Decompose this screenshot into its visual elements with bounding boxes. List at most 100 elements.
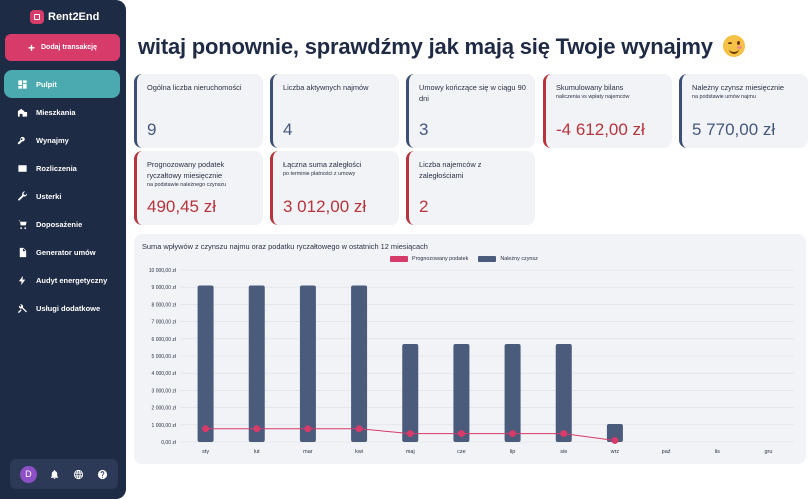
tax-point-maj[interactable] (406, 430, 414, 438)
stat-card-value: 2 (419, 197, 429, 216)
stat-card: Umowy kończące się w ciągu 90 dni 3 (406, 74, 535, 148)
dashboard-icon (16, 78, 28, 90)
stat-card-value: 4 (283, 120, 293, 139)
app-name: Rent2End (48, 11, 100, 23)
x-tick-label: kwi (355, 449, 363, 455)
plus-icon: + (27, 40, 35, 55)
key-icon (16, 134, 28, 146)
sidebar-item-doposażenie[interactable]: Doposażenie (4, 210, 120, 238)
bar-rent-kwi[interactable] (351, 285, 368, 442)
sidebar-item-mieszkania[interactable]: Mieszkania (4, 98, 120, 126)
legend-label-rent: Należny czynsz (500, 256, 538, 262)
chart-title: Suma wpływów z czynszu najmu oraz podatk… (142, 242, 428, 251)
document-icon (16, 246, 28, 258)
stat-card-title: Łączna suma zaległości (283, 160, 362, 169)
x-tick-label: mar (303, 449, 313, 455)
x-tick-label: paź (662, 449, 671, 455)
wrench-icon (16, 190, 28, 202)
tax-point-lip[interactable] (509, 430, 517, 438)
bar-rent-maj[interactable] (402, 343, 419, 442)
help-icon[interactable] (96, 468, 108, 480)
sidebar-item-wynajmy[interactable]: Wynajmy (4, 126, 120, 154)
y-tick-label: 1 000,00 zł (152, 423, 177, 429)
stat-card-title: Należny czynsz miesięcznie (692, 83, 785, 92)
bar-rent-lut[interactable] (248, 285, 265, 442)
avatar[interactable]: D (19, 465, 37, 483)
x-tick-label: lis (715, 449, 720, 455)
add-transaction-button[interactable]: + Dodaj transakcję (5, 34, 120, 61)
sidebar-item-usługi-dodatkowe[interactable]: Usługi dodatkowe (4, 294, 120, 322)
tax-point-wrz[interactable] (611, 436, 619, 444)
sidebar-item-audyt-energetyczny[interactable]: Audyt energetyczny (4, 266, 120, 294)
sidebar-item-generator-umów[interactable]: Generator umów (4, 238, 120, 266)
stat-card-subtitle: po terminie płatności z umowy (283, 171, 356, 177)
tax-point-mar[interactable] (304, 425, 312, 433)
bolt-icon (16, 274, 28, 286)
bar-rent-lip[interactable] (504, 343, 521, 442)
bar-rent-mar[interactable] (299, 285, 316, 442)
stat-card-value: 3 012,00 zł (283, 197, 367, 216)
bar-rent-cze[interactable] (453, 343, 470, 442)
stat-card: Skumulowany bilans naliczenia vs wpłaty n… (543, 74, 672, 148)
add-transaction-label: Dodaj transakcję (40, 44, 98, 51)
wallet-icon (16, 162, 28, 174)
stat-card-title: Liczba aktywnych najmów (283, 83, 369, 92)
sidebar-item-label: Generator umów (36, 247, 96, 257)
sidebar-item-label: Pulpit (36, 79, 57, 89)
stat-card-value: -4 612,00 zł (556, 120, 645, 139)
tax-point-sie[interactable] (560, 430, 568, 438)
income-chart: Suma wpływów z czynszu najmu oraz podatk… (134, 234, 806, 464)
y-tick-label: 3 000,00 zł (152, 388, 177, 394)
apartment-icon (16, 106, 28, 118)
legend-label-tax: Prognozowany podatek (412, 256, 469, 262)
stat-card-value: 5 770,00 zł (692, 120, 776, 139)
stat-card-subtitle: na podstawie umów najmu (692, 94, 756, 100)
x-tick-label: lut (254, 449, 260, 455)
sidebar-item-usterki[interactable]: Usterki (4, 182, 120, 210)
legend-item-rent[interactable]: Należny czynsz (478, 256, 538, 262)
tax-point-cze[interactable] (457, 430, 465, 438)
stat-card: Liczba aktywnych najmów 4 (270, 74, 399, 148)
y-tick-label: 9 000,00 zł (152, 285, 177, 291)
y-tick-label: 6 000,00 zł (152, 337, 177, 343)
legend-item-tax[interactable]: Prognozowany podatek (390, 256, 468, 262)
stat-card-title: Umowy kończące się w ciągu 90 dni (419, 83, 526, 103)
sidebar-footer: D (10, 459, 118, 489)
x-tick-label: maj (406, 449, 415, 455)
chart-plot: 0,00 zł 1 000,00 zł 2 000,00 zł 3 000,00 zł… (149, 268, 794, 455)
x-tick-label: sty (202, 449, 209, 455)
bell-icon[interactable] (49, 468, 61, 480)
app-logo[interactable]: Rent2End (30, 10, 99, 24)
stat-card-value: 490,45 zł (147, 197, 216, 216)
stat-card: Ogólna liczba nieruchomości 9 (134, 74, 263, 148)
bar-rent-sie[interactable] (555, 343, 572, 442)
tax-point-lut[interactable] (253, 425, 261, 433)
tax-point-kwi[interactable] (355, 425, 363, 433)
globe-icon[interactable] (72, 468, 84, 480)
stat-card-title: Skumulowany bilans (556, 83, 624, 92)
y-tick-label: 7 000,00 zł (152, 320, 177, 326)
stat-card: Prognozowany podatek ryczałtowy miesięcz… (134, 151, 263, 225)
x-tick-label: lip (510, 449, 516, 455)
sidebar-item-rozliczenia[interactable]: Rozliczenia (4, 154, 120, 182)
sidebar-item-label: Usterki (36, 191, 62, 201)
stat-card-subtitle: na podstawie należnego czynszu (147, 182, 227, 188)
y-tick-label: 0,00 zł (161, 440, 177, 446)
bar-rent-wrz[interactable] (606, 423, 623, 442)
tax-point-sty[interactable] (202, 425, 210, 433)
stat-card-title: Prognozowany podatek ryczałtowy miesięcz… (147, 160, 225, 180)
y-tick-label: 5 000,00 zł (152, 354, 177, 360)
sidebar: Rent2End + Dodaj transakcję Pulpit Mieszk… (0, 0, 126, 499)
stat-card: Łączna suma zaległości po terminie płatno… (270, 151, 399, 225)
bar-rent-sty[interactable] (197, 285, 214, 442)
x-tick-label: sie (560, 449, 567, 455)
stat-card-value: 9 (147, 120, 157, 139)
y-tick-label: 2 000,00 zł (152, 406, 177, 412)
sidebar-nav: Pulpit Mieszkania Wynajmy Rozliczenia Usterk… (0, 70, 126, 322)
stat-card-subtitle: naliczenia vs wpłaty najemców (556, 94, 630, 100)
sidebar-item-pulpit[interactable]: Pulpit (4, 70, 120, 98)
cart-icon (16, 218, 28, 230)
y-tick-label: 4 000,00 zł (152, 371, 177, 377)
stat-card-value: 3 (419, 120, 429, 139)
stat-card-title: Ogólna liczba nieruchomości (147, 83, 242, 92)
